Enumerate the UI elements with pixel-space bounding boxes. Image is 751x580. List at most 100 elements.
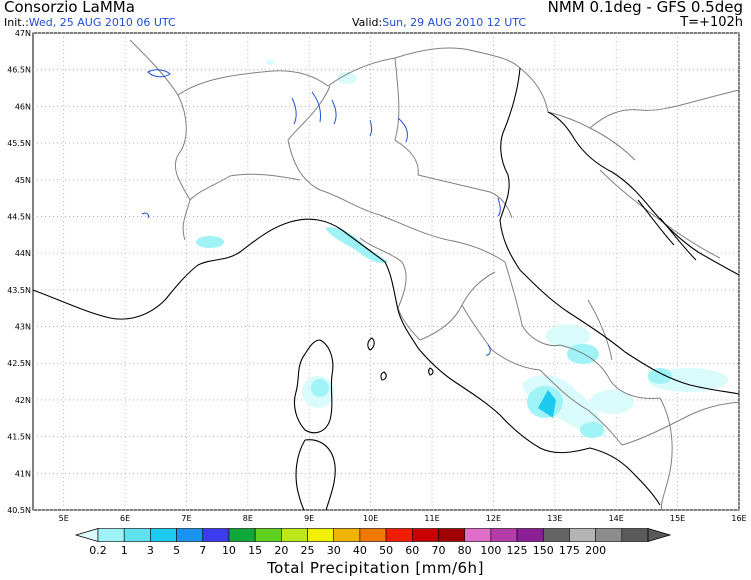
latitude-tick-label: 46.5N <box>7 66 31 75</box>
lake <box>311 91 321 123</box>
dalmatian-islands <box>659 217 697 261</box>
latitude-tick-label: 42.5N <box>7 359 31 368</box>
longitude-tick-label: 15E <box>670 514 685 523</box>
border-line <box>559 344 661 399</box>
latitude-tick-label: 44N <box>15 249 31 258</box>
agency-title: Consorzio LaMMa <box>4 0 135 16</box>
precip-patch <box>546 324 590 348</box>
border-line <box>621 401 740 446</box>
colorbar-bin <box>307 528 335 542</box>
longitude-tick-label: 8E <box>243 514 253 523</box>
longitude-tick-label: 10E <box>363 514 378 523</box>
latitude-tick-label: 40.5N <box>7 506 31 515</box>
colorbar-label: 3 <box>147 544 154 557</box>
border-line <box>519 67 636 161</box>
italian-coast-west <box>32 218 661 506</box>
colorbar-bin <box>438 528 465 542</box>
border-line <box>587 299 613 361</box>
latitude-tick-label: 43.5N <box>7 286 31 295</box>
italian-coast-east <box>499 67 740 395</box>
precip-patch <box>311 379 329 397</box>
coastline <box>32 67 740 511</box>
border-line <box>394 57 419 176</box>
legend-title: Total Precipitation [mm/6h] <box>267 559 484 577</box>
border-line <box>287 85 381 216</box>
lake <box>141 212 149 219</box>
precip-patch <box>196 236 224 248</box>
precip-patch <box>266 59 274 65</box>
colorbar-bin <box>228 528 256 542</box>
valid-time: Valid:Sun, 29 AUG 2010 12 UTC <box>352 16 526 29</box>
longitude-tick-label: 16E <box>731 514 746 523</box>
border-line <box>327 47 521 87</box>
colorbar-label: 80 <box>458 544 472 557</box>
colorbar-label: 25 <box>301 544 315 557</box>
island <box>367 337 375 351</box>
colorbar-bin <box>333 528 361 542</box>
colorbar-label: 175 <box>559 544 580 557</box>
precip-patch <box>538 390 556 418</box>
colorbar-bin <box>150 528 177 542</box>
border-line <box>589 89 740 129</box>
longitude-tick-label: 11E <box>424 514 439 523</box>
lake <box>331 99 337 125</box>
colorbar-bin <box>202 528 230 542</box>
precip-patch <box>580 422 604 438</box>
sardinia-coast <box>304 439 336 511</box>
forecast-hour: T=+102h <box>680 15 743 30</box>
lake <box>497 197 501 217</box>
map-frame <box>32 32 740 511</box>
lake <box>291 97 297 125</box>
croatian-coast <box>547 111 740 276</box>
valid-label: Valid: <box>352 16 383 29</box>
longitude-labels: 5E 6E 7E 8E 9E 10E 11E 12E 13E 14E 15E 16E <box>59 514 747 523</box>
longitude-tick-label: 6E <box>120 514 130 523</box>
latitude-tick-label: 41N <box>15 469 31 478</box>
longitude-tick-label: 14E <box>609 514 624 523</box>
border-line <box>659 397 673 511</box>
colorbar-label: 5 <box>173 544 180 557</box>
colorbar-label: 70 <box>431 544 445 557</box>
latitude-tick-label: 42N <box>15 396 31 405</box>
colorbar-bin <box>281 528 308 542</box>
colorbar-label: 200 <box>585 544 606 557</box>
graticule <box>33 32 740 511</box>
colorbar-bin <box>359 528 387 542</box>
colorbar-bin <box>569 528 596 542</box>
colorbar-bin <box>97 528 125 542</box>
border-line <box>417 174 513 219</box>
latitude-tick-label: 45.5N <box>7 139 31 148</box>
colorbar-label: 100 <box>480 544 501 557</box>
colorbar-label: 125 <box>507 544 528 557</box>
colorbar-label: 7 <box>199 544 206 557</box>
dalmatian-islands <box>637 199 675 246</box>
borders <box>129 39 740 511</box>
colorbar-bin <box>621 528 649 542</box>
border-line <box>539 369 623 446</box>
latitude-tick-label: 43N <box>15 323 31 332</box>
init-time: Init.:Wed, 25 AUG 2010 06 UTC <box>4 16 176 29</box>
colorbar-bin <box>516 528 544 542</box>
island <box>380 371 387 381</box>
colorbar-label: 40 <box>353 544 367 557</box>
lakes <box>141 69 501 356</box>
colorbar-bin <box>176 528 204 542</box>
colorbar-bin <box>542 528 570 542</box>
colorbar-label: 50 <box>379 544 393 557</box>
colorbar-bin <box>254 528 282 542</box>
colorbar-label: 10 <box>222 544 236 557</box>
color-bar: 0.2 1 3 5 7 10 15 20 25 30 40 50 60 70 80 100 125 150 175 2… <box>74 527 672 557</box>
border-line <box>504 261 561 347</box>
model-title: NMM 0.1deg - GFS 0.5deg <box>547 0 743 16</box>
lake <box>397 117 408 143</box>
colorbar-bin <box>490 528 518 542</box>
colorbar-label: 30 <box>327 544 341 557</box>
precip-patch <box>325 227 388 264</box>
lake <box>369 119 372 137</box>
init-label: Init.: <box>4 16 29 29</box>
latitude-tick-label: 47N <box>15 29 31 38</box>
border-line <box>177 70 329 96</box>
latitude-tick-label: 41.5N <box>7 433 31 442</box>
precip-patch <box>590 390 634 414</box>
